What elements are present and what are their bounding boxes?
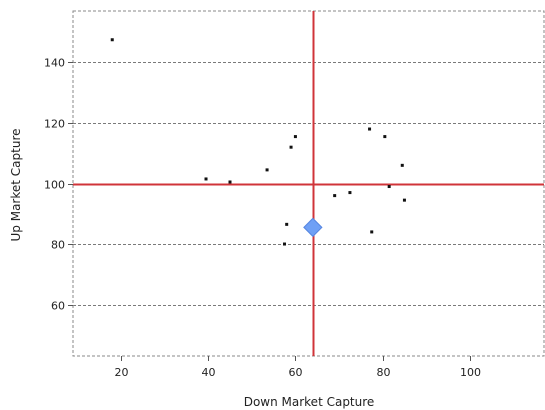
plot-border <box>72 10 545 357</box>
data-point-14 <box>387 185 391 189</box>
data-point-16 <box>402 198 406 202</box>
data-point-15 <box>400 163 404 167</box>
data-point-11 <box>368 127 372 131</box>
data-point-4 <box>265 168 269 172</box>
highlight-layer <box>303 217 323 238</box>
x-tick-label-40: 40 <box>202 366 216 379</box>
data-point-1 <box>110 38 114 42</box>
data-point-8 <box>293 135 297 139</box>
y-tick-label-120: 120 <box>44 118 65 131</box>
reference-lines <box>73 11 544 356</box>
data-points <box>110 38 406 246</box>
data-point-12 <box>370 230 374 234</box>
tick-labels: 60 80 100 120 140 20 40 60 80 100 <box>44 57 481 380</box>
x-tick-label-80: 80 <box>377 366 391 379</box>
y-tick-label-100: 100 <box>44 179 65 192</box>
data-point-3 <box>228 180 232 184</box>
y-tick-label-60: 60 <box>51 300 65 313</box>
highlight-point-diamond <box>303 217 323 238</box>
x-axis-title: Down Market Capture <box>244 395 375 409</box>
data-point-2 <box>204 177 208 181</box>
data-point-5 <box>283 242 287 246</box>
y-tick-label-140: 140 <box>44 57 65 70</box>
x-tick-label-20: 20 <box>115 366 129 379</box>
plot-frame <box>72 10 545 357</box>
data-point-9 <box>333 194 337 198</box>
data-point-13 <box>383 135 387 139</box>
y-axis-title: Up Market Capture <box>9 129 23 242</box>
data-point-10 <box>348 191 352 195</box>
x-tick-label-60: 60 <box>289 366 303 379</box>
data-point-6 <box>285 222 289 226</box>
data-point-7 <box>289 145 293 149</box>
x-tick-label-100: 100 <box>460 366 481 379</box>
y-tick-label-80: 80 <box>51 239 65 252</box>
